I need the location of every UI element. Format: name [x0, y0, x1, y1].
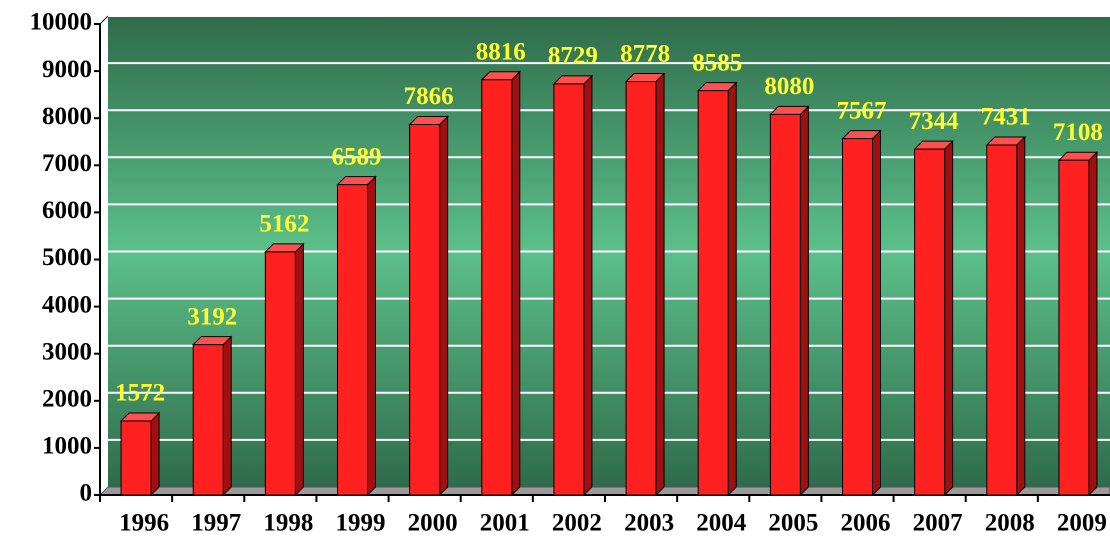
x-tick-label: 2005 — [768, 510, 818, 537]
bar-side — [655, 72, 665, 497]
y-tick-label: 10000 — [30, 9, 93, 36]
value-label: 3192 — [187, 303, 237, 330]
bar-side — [583, 74, 593, 497]
y-tick-label: 9000 — [42, 56, 92, 83]
y-tick-label: 1000 — [42, 433, 92, 460]
bar — [481, 79, 513, 496]
bar-side — [944, 139, 954, 497]
value-label: 7431 — [981, 104, 1031, 131]
x-tick-label: 2001 — [480, 510, 530, 537]
bar-side — [1088, 151, 1098, 497]
y-tick-label: 6000 — [42, 197, 92, 224]
bar-side — [511, 70, 521, 497]
x-tick-label: 1996 — [119, 510, 169, 537]
x-tick-label: 2002 — [552, 510, 602, 537]
bar — [553, 83, 585, 496]
bar-side — [150, 411, 160, 497]
floor — [98, 486, 1110, 496]
value-label: 7344 — [909, 108, 960, 135]
bar-side — [367, 175, 376, 497]
value-label: 8585 — [692, 49, 742, 76]
value-label: 6589 — [332, 143, 382, 170]
bar — [914, 148, 946, 496]
x-tick-label: 2008 — [985, 510, 1035, 537]
x-tick-label: 2003 — [624, 510, 674, 537]
y-tick-label: 8000 — [42, 103, 92, 130]
value-label: 7108 — [1053, 119, 1103, 146]
x-tick-label: 2009 — [1057, 510, 1107, 537]
x-tick-label: 1998 — [263, 510, 313, 537]
value-label: 7866 — [404, 83, 454, 110]
axis-edge — [99, 15, 109, 25]
bar — [842, 138, 873, 496]
x-tick-label: 2007 — [913, 510, 963, 537]
bar-side — [799, 105, 809, 497]
bar-side — [222, 335, 232, 497]
value-label: 5162 — [259, 211, 309, 238]
bar — [769, 113, 801, 496]
y-tick-label: 7000 — [42, 150, 92, 177]
value-label: 1572 — [115, 380, 165, 407]
bar-side — [1016, 135, 1026, 497]
x-tick-label: 2004 — [696, 510, 747, 537]
bar — [337, 184, 368, 496]
bar-side — [872, 129, 881, 497]
bar — [697, 90, 729, 496]
bar-side — [294, 242, 304, 497]
bar — [120, 420, 152, 496]
y-tick-label: 4000 — [42, 291, 92, 318]
x-tick-label: 2006 — [841, 510, 891, 537]
value-label: 8816 — [476, 39, 526, 66]
value-label: 8778 — [620, 40, 670, 67]
y-tick-label: 0 — [80, 480, 93, 507]
bar-side — [439, 115, 449, 497]
bar-side — [727, 81, 737, 497]
x-tick-label: 1999 — [336, 510, 386, 537]
bar — [264, 251, 296, 496]
bar — [192, 344, 224, 496]
value-label: 8729 — [548, 43, 598, 70]
y-tick-label: 5000 — [42, 244, 92, 271]
y-tick-label: 2000 — [42, 386, 92, 413]
bar — [986, 144, 1018, 496]
bar — [409, 124, 441, 496]
value-label: 7567 — [837, 97, 887, 124]
bar — [625, 81, 657, 496]
y-tick-label: 3000 — [42, 338, 92, 365]
value-label: 8080 — [764, 73, 814, 100]
x-tick-label: 1997 — [191, 510, 241, 537]
bar — [1058, 159, 1090, 496]
x-tick-label: 2000 — [408, 510, 458, 537]
